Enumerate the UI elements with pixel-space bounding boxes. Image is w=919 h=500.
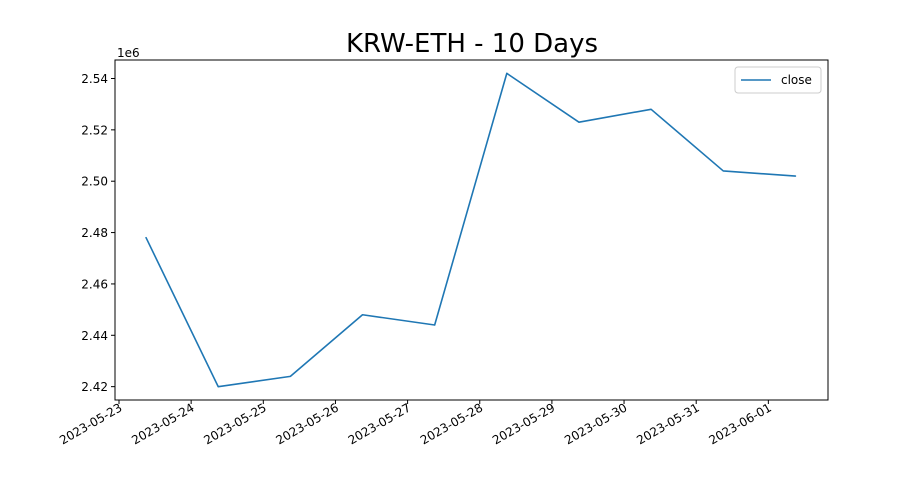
- legend: close: [734, 66, 822, 94]
- x-tick-label: 2023-05-27: [346, 400, 413, 447]
- y-tick-label: 2.54: [81, 72, 108, 86]
- series-line-close: [145, 72, 797, 388]
- plot-area-frame: [114, 59, 829, 401]
- x-tick-label: 2023-05-23: [57, 400, 124, 447]
- x-tick-label: 2023-05-31: [634, 400, 701, 447]
- chart-title: KRW-ETH - 10 Days: [346, 29, 598, 59]
- x-tick-label: 2023-06-01: [706, 400, 773, 447]
- y-tick-label: 2.44: [81, 329, 108, 343]
- y-tick-label: 2.50: [81, 175, 108, 189]
- x-tick-label: 2023-05-25: [201, 400, 268, 447]
- x-axis-ticks: 2023-05-23 2023-05-24 2023-05-25 2023-05-26…: [57, 400, 774, 447]
- y-tick-label: 2.46: [81, 277, 108, 291]
- y-axis-offset-label: 1e6: [117, 46, 140, 60]
- legend-box: [734, 66, 822, 94]
- y-tick-label: 2.52: [81, 123, 108, 137]
- x-tick-label: 2023-05-30: [562, 400, 629, 447]
- x-tick-label: 2023-05-24: [129, 400, 196, 447]
- legend-label-close: close: [781, 73, 812, 87]
- y-tick-label: 2.42: [81, 380, 108, 394]
- x-tick-label: 2023-05-26: [274, 400, 341, 447]
- series-layer: [145, 72, 797, 388]
- y-axis-ticks: 2.42 2.44 2.46 2.48 2.50 2.52 2.54: [81, 72, 115, 394]
- x-tick-label: 2023-05-28: [418, 400, 485, 447]
- x-tick-label: 2023-05-29: [490, 400, 557, 447]
- y-tick-label: 2.48: [81, 226, 108, 240]
